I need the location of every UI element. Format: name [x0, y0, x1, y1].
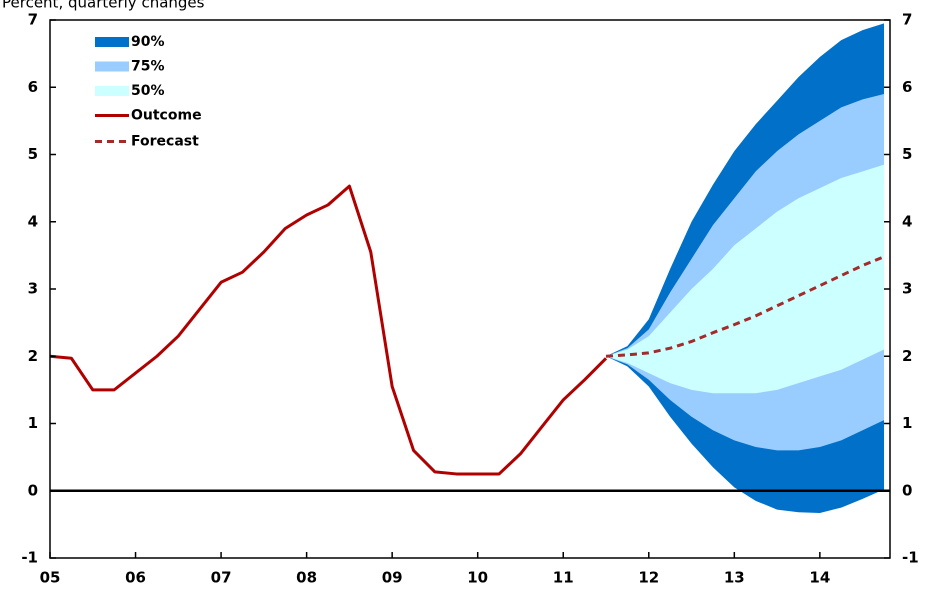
x-tick-label: 07 [211, 569, 232, 587]
y-tick-label: 1 [28, 414, 38, 432]
legend-label: 90% [131, 34, 165, 50]
legend-label: 50% [131, 83, 165, 99]
legend-label: 75% [131, 59, 165, 75]
x-tick-label: 06 [125, 569, 146, 587]
legend-label: Forecast [131, 134, 199, 150]
y2-tick-label: 5 [902, 145, 912, 163]
chart-subtitle: Percent, quarterly changes [2, 0, 205, 12]
legend-swatch [95, 37, 129, 47]
y-tick-label: 7 [28, 11, 38, 29]
y-tick-label: 4 [28, 212, 38, 230]
x-tick-label: 14 [809, 569, 830, 587]
line-series [605, 255, 885, 358]
fan-band [606, 164, 885, 394]
legend-swatch [95, 86, 129, 96]
y2-tick-label: 7 [902, 11, 912, 29]
y-tick-label: -1 [21, 549, 38, 567]
y2-tick-label: -1 [902, 549, 919, 567]
y2-tick-label: 0 [902, 481, 912, 499]
legend-label: Outcome [131, 108, 202, 124]
y-tick-label: 6 [28, 78, 38, 96]
y2-tick-label: 4 [902, 212, 912, 230]
y2-tick-label: 2 [902, 347, 912, 365]
line-series [49, 184, 608, 476]
y2-tick-label: 6 [902, 78, 912, 96]
y2-tick-label: 1 [902, 414, 912, 432]
x-tick-label: 13 [724, 569, 745, 587]
y-tick-label: 5 [28, 145, 38, 163]
legend-swatch [95, 61, 129, 72]
x-tick-label: 05 [40, 569, 61, 587]
y-tick-label: 0 [28, 481, 38, 499]
x-tick-label: 09 [382, 569, 403, 587]
x-tick-label: 08 [296, 569, 317, 587]
x-tick-label: 11 [553, 569, 574, 587]
y-tick-label: 2 [28, 347, 38, 365]
x-tick-label: 10 [467, 569, 488, 587]
y2-tick-label: 3 [902, 280, 912, 298]
x-tick-label: 12 [638, 569, 659, 587]
y-tick-label: 3 [28, 280, 38, 298]
